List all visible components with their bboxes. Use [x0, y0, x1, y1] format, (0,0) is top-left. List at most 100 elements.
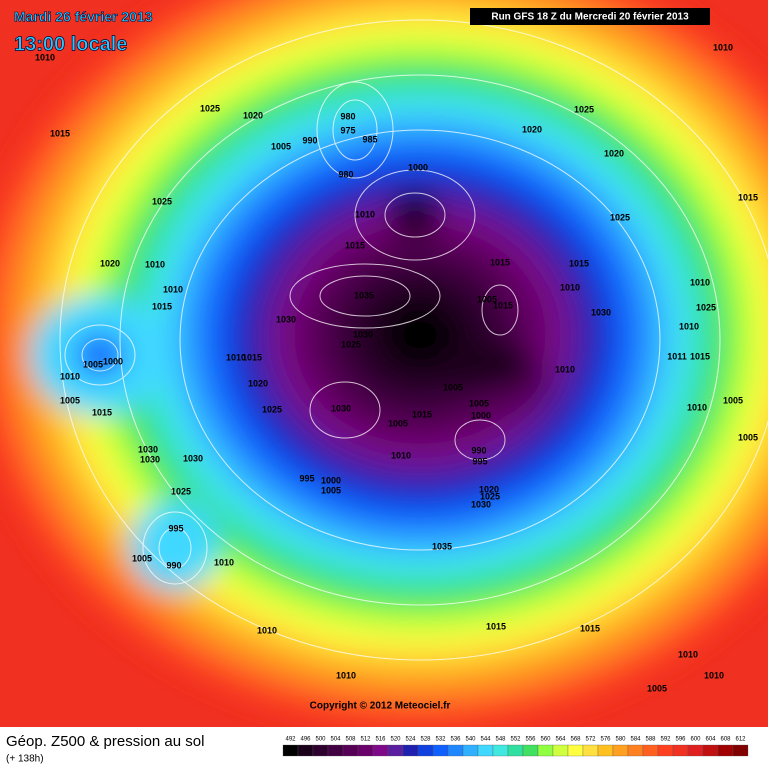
scale-swatch	[627, 744, 644, 757]
scale-label: 572	[585, 737, 596, 743]
pressure-label: 1010	[35, 52, 55, 62]
scale-label: 540	[465, 737, 476, 743]
pressure-label: 995	[299, 473, 314, 483]
pressure-label: 1010	[391, 450, 411, 460]
pressure-label: 1010	[713, 42, 733, 52]
pressure-label: 1010	[214, 557, 234, 567]
pressure-label: 1020	[479, 484, 499, 494]
pressure-label: 1035	[354, 290, 374, 300]
pressure-label: 1010	[560, 282, 580, 292]
scale-label: 584	[630, 737, 641, 743]
run-label: Run GFS 18 Z du Mercredi 20 février 2013	[491, 12, 689, 23]
pressure-label: 995	[472, 456, 487, 466]
color-scale: 492 496 500 504 508 512 516 520 524 528 532 536 540 5…	[282, 737, 749, 757]
pressure-label: 1005	[132, 553, 152, 563]
pressure-label: 1030	[353, 329, 373, 339]
scale-swatch	[612, 744, 629, 757]
pressure-label: 1011	[667, 351, 687, 361]
pressure-label: 985	[362, 134, 377, 144]
pressure-label: 1015	[490, 257, 510, 267]
geopotential-band	[390, 193, 440, 237]
pressure-label: 1025	[341, 339, 361, 349]
geopotential-band	[387, 306, 453, 364]
pressure-label: 1000	[408, 162, 428, 172]
copyright: Copyright © 2012 Meteociel.fr	[310, 701, 451, 712]
scale-label: 568	[570, 737, 581, 743]
pressure-label: 1010	[257, 625, 277, 635]
pressure-label: 1025	[480, 491, 500, 501]
pressure-label: 1020	[248, 378, 268, 388]
pressure-label: 990	[471, 445, 486, 455]
scale-label: 548	[495, 737, 506, 743]
pressure-label: 990	[302, 135, 317, 145]
scale-swatch	[297, 744, 314, 757]
pressure-label: 1020	[100, 258, 120, 268]
pressure-label: 1015	[569, 258, 589, 268]
pressure-label: 1005	[388, 418, 408, 428]
pressure-label: 1005	[738, 432, 758, 442]
scale-swatch	[672, 744, 689, 757]
pressure-label: 1005	[469, 398, 489, 408]
scale-swatch	[492, 744, 509, 757]
pressure-label: 1015	[690, 351, 710, 361]
scale-label: 532	[435, 737, 446, 743]
scale-swatch	[447, 744, 464, 757]
pressure-label: 1030	[276, 314, 296, 324]
scale-swatch	[717, 744, 734, 757]
pressure-label: 1020	[243, 110, 263, 120]
scale-label: 600	[690, 737, 701, 743]
scale-swatch	[357, 744, 374, 757]
pressure-label: 1025	[610, 212, 630, 222]
pressure-label: 1010	[679, 321, 699, 331]
pressure-label: 1010	[355, 209, 375, 219]
scale-label: 608	[720, 737, 731, 743]
pressure-label: 1015	[738, 192, 758, 202]
scale-swatch	[387, 744, 404, 757]
scale-swatch	[462, 744, 479, 757]
pressure-label: 1020	[522, 124, 542, 134]
field-label: Géop. Z500 & pression au sol	[6, 733, 204, 750]
pressure-label: 1015	[345, 240, 365, 250]
pressure-label: 1005	[271, 141, 291, 151]
map-date: Mardi 26 février 2013	[14, 9, 153, 25]
scale-swatch	[567, 744, 584, 757]
scale-swatch	[432, 744, 449, 757]
scale-swatch	[582, 744, 599, 757]
scale-swatch	[642, 744, 659, 757]
pressure-label: 1010	[60, 371, 80, 381]
scale-label: 536	[450, 737, 461, 743]
scale-swatch	[312, 744, 329, 757]
scale-swatch	[657, 744, 674, 757]
scale-label: 544	[480, 737, 491, 743]
field-bands	[0, 0, 768, 727]
pressure-label: 990	[166, 560, 181, 570]
pressure-label: 1025	[152, 196, 172, 206]
geopotential-band	[425, 340, 535, 390]
pressure-label: 1030	[138, 444, 158, 454]
pressure-label: 1015	[242, 352, 262, 362]
scale-swatch	[402, 744, 419, 757]
scale-swatch	[732, 744, 749, 757]
scale-label: 552	[510, 737, 521, 743]
scale-label: 504	[330, 737, 341, 743]
scale-swatch	[342, 744, 359, 757]
scale-label: 576	[600, 737, 611, 743]
pressure-label: 1005	[83, 359, 103, 369]
scale-label: 492	[285, 737, 296, 743]
pressure-label: 1005	[647, 683, 667, 693]
pressure-label: 1010	[145, 259, 165, 269]
pressure-label: 1010	[226, 352, 246, 362]
scale-swatch	[597, 744, 614, 757]
scale-label: 604	[705, 737, 716, 743]
isobars	[59, 19, 768, 661]
scale-label: 524	[405, 737, 416, 743]
pressure-label: 1025	[696, 302, 716, 312]
scale-label: 556	[525, 737, 536, 743]
pressure-label: 1025	[574, 104, 594, 114]
pressure-label: 1010	[690, 277, 710, 287]
pressure-label: 1015	[486, 621, 506, 631]
scale-label: 496	[300, 737, 311, 743]
pressure-label: 980	[338, 169, 353, 179]
scale-label: 500	[315, 737, 326, 743]
scale-label: 560	[540, 737, 551, 743]
